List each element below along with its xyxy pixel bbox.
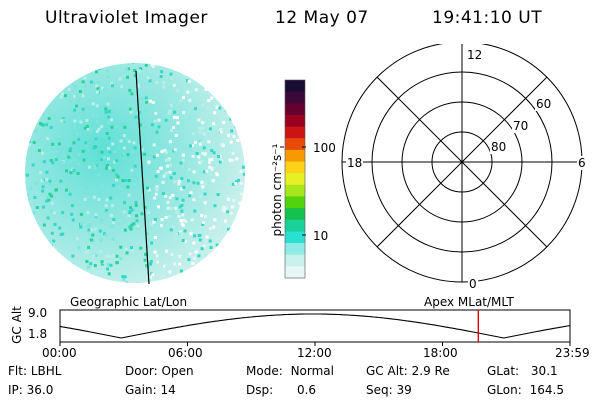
polar-diagonal-2 [376, 76, 548, 248]
orbit-altitude-plot [59, 309, 571, 346]
orbit-xtick-1800: 18:00 [423, 346, 458, 360]
info-door-value: Open [161, 364, 194, 378]
colorbar-tick-100: 100 [313, 141, 336, 155]
colorbar-segment [285, 126, 305, 139]
info-gain-value: 14 [160, 383, 176, 397]
mlt-label-6: 6 [577, 156, 587, 170]
info-ip: IP: 36.0 [8, 383, 53, 397]
info-seq: Seq: 39 [366, 383, 412, 397]
info-seq-label: Seq: [366, 383, 393, 397]
colorbar-unit-label: photon cm⁻²s⁻¹ [270, 143, 284, 237]
colorbar-segment [285, 254, 305, 267]
colorbar-segment [285, 91, 305, 104]
header-time: 19:41:10 UT [432, 8, 543, 28]
orbit-xtick-2359: 23:59 [555, 346, 590, 360]
uv-image-disk [25, 63, 245, 285]
info-door-label: Door: [125, 364, 158, 378]
colorbar-segment [285, 103, 305, 116]
mlat-label-60: 60 [535, 97, 553, 111]
info-ip-label: IP: [8, 383, 23, 397]
terminator-line [135, 70, 150, 285]
colorbar-segment [285, 184, 305, 198]
colorbar-tick-10: 10 [313, 229, 329, 243]
colorbar-segment [285, 208, 305, 221]
orbit-ytick-1-8: 1.8 [28, 327, 48, 341]
orbit-plot-frame [59, 309, 571, 343]
info-dsp: Dsp: 0.6 [246, 383, 316, 397]
colorbar-segment [285, 80, 305, 93]
info-mode-label: Mode: [246, 364, 283, 378]
info-gcalt-label: GC Alt: [366, 364, 408, 378]
info-gain: Gain: 14 [125, 383, 176, 397]
info-mode: Mode: Normal [246, 364, 334, 378]
colorbar-segment [285, 243, 305, 256]
colorbar-segment [285, 114, 305, 128]
orbit-ytick-9: 9.0 [28, 306, 48, 320]
info-gcalt: GC Alt: 2.9 Re [366, 364, 450, 378]
mlt-label-12: 12 [466, 48, 484, 62]
info-flt-value: LBHL [30, 364, 62, 378]
info-glon-value: 164.5 [529, 383, 564, 397]
orbit-altitude-curve [59, 313, 571, 339]
orbit-right-title: Apex MLat/MLT [424, 295, 514, 309]
mlat-label-70: 70 [512, 119, 530, 133]
colorbar-segment [285, 266, 305, 279]
info-glon-label: GLon: [487, 383, 522, 397]
info-door: Door: Open [125, 364, 194, 378]
info-flt-label: Flt: [8, 364, 27, 378]
info-flt: Flt: LBHL [8, 364, 61, 378]
mlt-label-18: 18 [346, 156, 364, 170]
info-glon: GLon: 164.5 [487, 383, 564, 397]
info-ip-value: 36.0 [26, 383, 54, 397]
info-seq-value: 39 [396, 383, 412, 397]
info-glat-label: GLat: [487, 364, 520, 378]
colorbar-segment [285, 138, 305, 151]
orbit-xtick-0000: 00:00 [42, 346, 77, 360]
colorbar-segment [285, 149, 305, 163]
mlat-label-80: 80 [490, 140, 508, 154]
instrument-title: Ultraviolet Imager [45, 8, 208, 28]
colorbar-segment [285, 161, 305, 174]
header-date: 12 May 07 [275, 8, 369, 28]
orbit-xtick-0600: 06:00 [168, 346, 203, 360]
orbit-ylabel: GC Alt [10, 306, 24, 344]
orbit-left-title: Geographic Lat/Lon [70, 295, 188, 309]
colorbar-segment [285, 231, 305, 244]
info-gcalt-value: 2.9 Re [411, 364, 450, 378]
colorbar-segment [285, 196, 305, 209]
info-glat: GLat: 30.1 [487, 364, 558, 378]
colorbar-segment [285, 173, 305, 186]
mlt-label-0: 0 [468, 277, 478, 291]
info-dsp-label: Dsp: [246, 383, 274, 397]
info-glat-value: 30.1 [530, 364, 558, 378]
orbit-xtick-1200: 12:00 [297, 346, 332, 360]
info-dsp-value: 0.6 [296, 383, 317, 397]
color-scale-bar [280, 79, 306, 279]
info-mode-value: Normal [290, 364, 334, 378]
info-gain-label: Gain: [125, 383, 157, 397]
polar-grid [341, 44, 583, 283]
colorbar-segment [285, 219, 305, 233]
